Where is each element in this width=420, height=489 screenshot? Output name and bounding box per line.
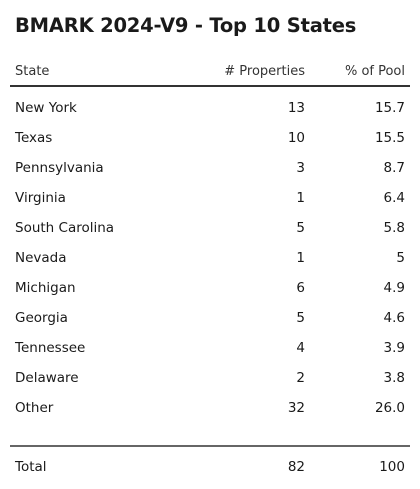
total-row: Total 82 100 — [10, 459, 410, 489]
table-row: New York 13 15.7 — [10, 95, 410, 125]
table-row: Pennsylvania 3 8.7 — [10, 155, 410, 185]
cell-properties: 3 — [296, 160, 305, 176]
table-row: South Carolina 5 5.8 — [10, 215, 410, 245]
table-row: Michigan 6 4.9 — [10, 275, 410, 305]
cell-state: Virginia — [15, 190, 66, 206]
cell-pool: 26.0 — [374, 400, 405, 416]
cell-pool: 3.8 — [383, 370, 405, 386]
cell-properties: 32 — [287, 400, 305, 416]
cell-pool: 3.9 — [383, 340, 405, 356]
table-row: Other 32 26.0 — [10, 395, 410, 425]
cell-pool: 4.9 — [383, 280, 405, 296]
cell-state: Georgia — [15, 310, 68, 326]
cell-pool: 5.8 — [383, 220, 405, 236]
cell-properties: 1 — [296, 190, 305, 206]
column-header-properties: # Properties — [224, 64, 305, 79]
column-header-state: State — [15, 64, 50, 79]
cell-state: Delaware — [15, 370, 79, 386]
table-row: Delaware 2 3.8 — [10, 365, 410, 395]
table-title: BMARK 2024-V9 - Top 10 States — [15, 14, 357, 37]
cell-state: South Carolina — [15, 220, 115, 236]
cell-properties: 6 — [296, 280, 305, 296]
total-pool: 100 — [379, 459, 405, 475]
cell-state: Tennessee — [15, 340, 86, 356]
cell-properties: 5 — [296, 310, 305, 326]
column-header-pool: % of Pool — [344, 64, 405, 79]
cell-properties: 1 — [296, 250, 305, 266]
cell-properties: 5 — [296, 220, 305, 236]
cell-pool: 15.7 — [374, 100, 405, 116]
cell-properties: 4 — [296, 340, 305, 356]
cell-state: Other — [15, 400, 54, 416]
cell-pool: 5 — [396, 250, 405, 266]
table-row: Georgia 5 4.6 — [10, 305, 410, 335]
cell-state: Michigan — [15, 280, 76, 296]
table-body: New York 13 15.7 Texas 10 15.5 Pennsylva… — [10, 87, 410, 425]
cell-state: Pennsylvania — [15, 160, 104, 176]
cell-state: New York — [15, 100, 77, 116]
states-table: State # Properties % of Pool New York 13… — [10, 64, 410, 425]
cell-pool: 4.6 — [383, 310, 405, 326]
cell-properties: 13 — [287, 100, 305, 116]
table-header-row: State # Properties % of Pool — [10, 64, 410, 87]
cell-state: Nevada — [15, 250, 67, 266]
total-divider — [10, 445, 410, 447]
cell-pool: 15.5 — [374, 130, 405, 146]
table-row: Nevada 1 5 — [10, 245, 410, 275]
cell-state: Texas — [15, 130, 53, 146]
table-row: Texas 10 15.5 — [10, 125, 410, 155]
table-row: Tennessee 4 3.9 — [10, 335, 410, 365]
total-label: Total — [15, 459, 47, 475]
cell-pool: 8.7 — [383, 160, 405, 176]
cell-properties: 10 — [287, 130, 305, 146]
cell-pool: 6.4 — [383, 190, 405, 206]
table-row: Virginia 1 6.4 — [10, 185, 410, 215]
cell-properties: 2 — [296, 370, 305, 386]
total-properties: 82 — [287, 459, 305, 475]
